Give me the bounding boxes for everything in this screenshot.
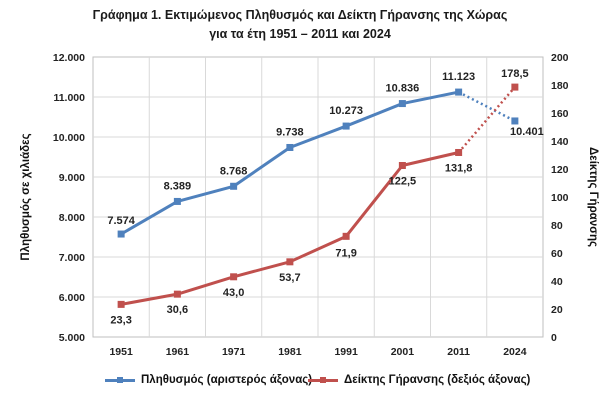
right-axis-tick-label: 20	[551, 304, 563, 316]
right-axis-tick-label: 160	[551, 108, 569, 120]
right-axis-tick-label: 120	[551, 164, 569, 176]
population-data-label: 11.123	[442, 71, 475, 83]
legend-label-aging-index: Δείκτης Γήρανσης (δεξιός άξονας)	[344, 374, 531, 386]
population-data-label: 9.738	[276, 126, 304, 138]
aging-index-point	[230, 273, 238, 281]
left-axis-tick-label: 11.000	[53, 92, 85, 104]
right-axis-tick-label: 0	[551, 332, 557, 344]
population-projection-line	[458, 90, 516, 123]
aging-index-point	[117, 300, 125, 308]
right-axis-title: Δείκτης Γήρανσης	[587, 147, 599, 247]
left-axis-tick-label: 7.000	[59, 252, 85, 264]
population-point	[455, 88, 463, 96]
right-axis-tick-label: 80	[551, 220, 563, 232]
left-axis-tick-label: 10.000	[53, 132, 85, 144]
chart-subtitle: για τα έτη 1951 – 2011 και 2024	[209, 27, 391, 41]
x-axis-tick-label: 1991	[334, 346, 358, 358]
aging-index-data-label: 71,9	[335, 247, 356, 259]
population-point	[230, 182, 238, 190]
aging-index-data-label: 30,6	[167, 304, 188, 316]
x-axis-tick-label: 1981	[278, 346, 302, 358]
chart-title: Γράφημα 1. Εκτιμώμενος Πληθυσμός και Δεί…	[92, 8, 508, 22]
aging-index-point	[286, 258, 294, 266]
x-axis-tick-label: 2024	[503, 346, 527, 358]
right-axis-tick-label: 180	[551, 80, 569, 92]
legend-item-population: Πληθυσμός (αριστερός άξονας)	[105, 374, 312, 386]
left-axis-title: Πληθυσμός σε χιλιάδες	[20, 133, 32, 260]
aging-index-point	[173, 290, 181, 298]
left-axis-tick-label: 6.000	[59, 292, 85, 304]
right-axis-tick-label: 40	[551, 276, 563, 288]
population-data-label: 8.768	[220, 165, 248, 177]
x-axis-tick-label: 2011	[447, 346, 470, 358]
population-data-label: 10.273	[329, 105, 363, 117]
population-point	[342, 122, 350, 130]
left-axis-tick-label: 9.000	[59, 172, 85, 184]
population-data-label: 7.574	[107, 215, 135, 227]
population-data-label: 10.401	[510, 126, 544, 138]
x-axis-tick-label: 1971	[222, 346, 246, 358]
right-axis-tick-label: 60	[551, 248, 563, 260]
aging-index-data-label: 23,3	[110, 314, 131, 326]
x-axis-tick-label: 2001	[391, 346, 415, 358]
aging-index-data-label: 131,8	[445, 162, 473, 174]
population-point	[173, 197, 181, 205]
right-axis-tick-label: 140	[551, 136, 569, 148]
population-point	[117, 230, 125, 238]
aging-index-data-label: 122,5	[389, 176, 417, 188]
legend-swatch-aging-index	[308, 376, 338, 383]
population-point	[398, 100, 406, 108]
aging-index-projection-line	[457, 86, 516, 154]
chart-legend: Πληθυσμός (αριστερός άξονας) Δείκτης Γήρ…	[0, 374, 600, 392]
x-axis-tick-label: 1951	[109, 346, 133, 358]
legend-label-population: Πληθυσμός (αριστερός άξονας)	[141, 374, 313, 386]
aging-index-data-label: 43,0	[223, 287, 244, 299]
left-axis-tick-label: 5.000	[59, 332, 85, 344]
aging-index-point	[342, 232, 350, 240]
right-axis-tick-label: 100	[551, 192, 569, 204]
legend-item-aging-index: Δείκτης Γήρανσης (δεξιός άξονας)	[308, 374, 530, 386]
aging-index-data-label: 53,7	[279, 272, 300, 284]
population-point	[286, 143, 294, 151]
aging-index-point	[511, 83, 519, 91]
left-axis-tick-label: 8.000	[59, 212, 85, 224]
x-axis-tick-label: 1961	[166, 346, 190, 358]
legend-swatch-population	[105, 376, 135, 383]
population-data-label: 8.389	[164, 180, 192, 192]
population-data-label: 10.836	[386, 83, 420, 95]
aging-index-point	[398, 162, 406, 169]
aging-index-point	[455, 148, 463, 156]
aging-index-data-label: 178,5	[501, 68, 529, 80]
population-point	[511, 117, 519, 125]
left-axis-tick-label: 12.000	[53, 52, 85, 64]
right-axis-tick-label: 200	[551, 52, 569, 64]
chart-plot: 5.000 6.000 7.000 8.000 9.000 10.000 11.000 12.…	[20, 52, 599, 358]
